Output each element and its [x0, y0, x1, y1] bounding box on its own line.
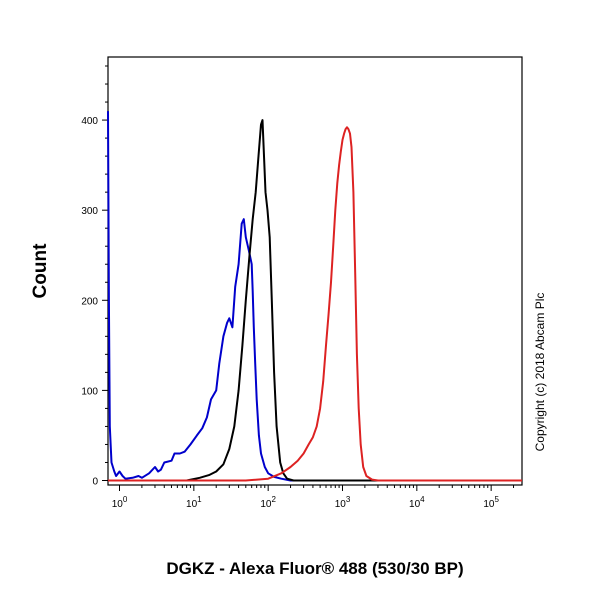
y-axis-label: Count: [30, 243, 51, 299]
x-tick-label: 103: [335, 495, 351, 510]
y-tick-label: 100: [81, 386, 98, 397]
y-tick-label: 300: [81, 206, 98, 217]
histogram-series-1: [107, 111, 522, 482]
x-axis: 100 101 102 103 104 105: [112, 485, 515, 510]
histogram-series-2: [108, 119, 522, 482]
x-axis-label: DGKZ - Alexa Fluor® 488 (530/30 BP): [166, 559, 463, 578]
histogram-series-3: [108, 126, 522, 482]
x-tick-label: 104: [409, 495, 425, 510]
x-tick-label: 101: [186, 495, 202, 510]
x-tick-label: 100: [112, 495, 128, 510]
y-tick-label: 400: [81, 116, 98, 127]
x-tick-label: 105: [483, 495, 499, 510]
y-tick-label: 200: [81, 296, 98, 307]
y-tick-label: 0: [92, 476, 98, 487]
y-axis: 0 100 200 300 400: [81, 65, 108, 487]
series-layer: [107, 111, 522, 482]
copyright-text: Copyright (c) 2018 Abcam Plc: [533, 293, 547, 452]
x-tick-label: 102: [260, 495, 276, 510]
plot-frame: [107, 56, 523, 486]
